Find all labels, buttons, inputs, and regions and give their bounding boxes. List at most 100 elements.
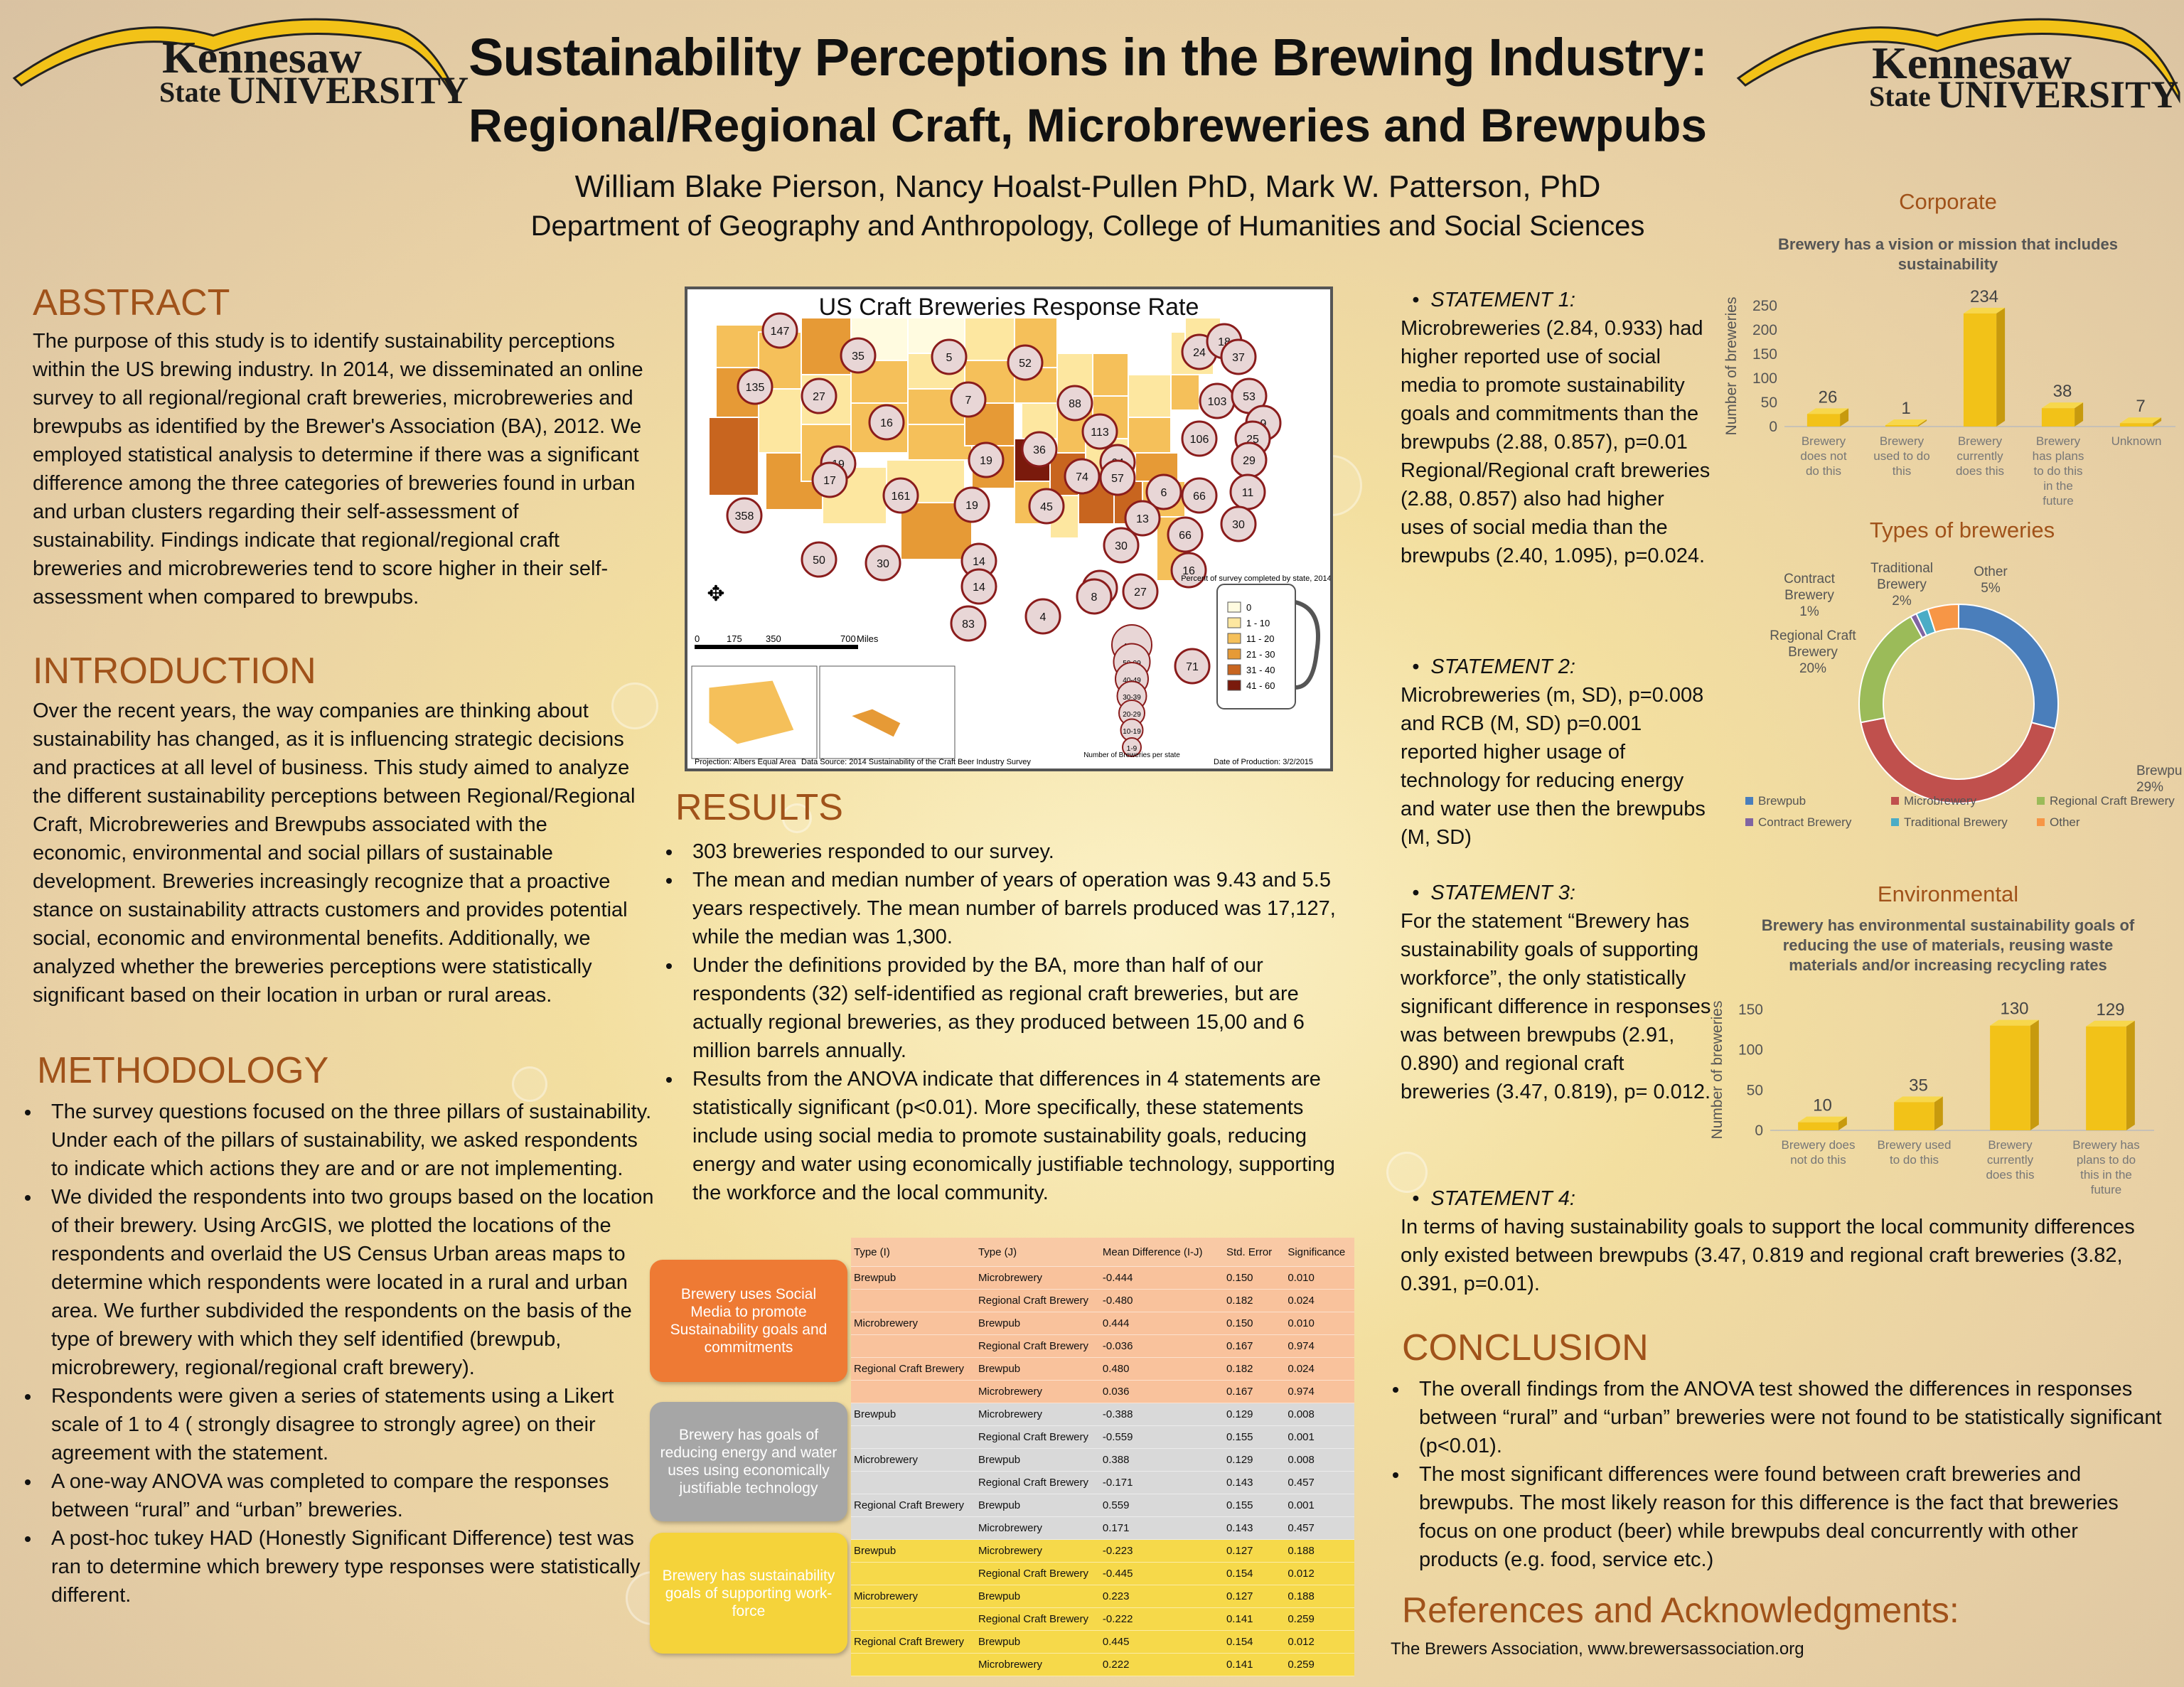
table-cell-i: Microbrewery (851, 1585, 975, 1608)
table-cell-j: Regional Craft Brewery (975, 1562, 1100, 1585)
table-row: Regional Craft Brewery -0.222 0.141 0.259 (851, 1607, 1354, 1631)
table-cell-i: Regional Craft Brewery (851, 1357, 975, 1381)
bar-value-label: 1 (1901, 399, 1910, 418)
statement-1: • STATEMENT 1: Microbreweries (2.84, 0.9… (1401, 286, 1713, 570)
table-cell-sig: 0.259 (1285, 1653, 1354, 1676)
count-label: 83 (962, 618, 975, 631)
legend-swatch (1227, 617, 1241, 628)
results-bullet: Under the definitions provided by the BA… (682, 951, 1365, 1065)
bar-value-label: 129 (2096, 1000, 2124, 1019)
legend-swatch (1227, 680, 1241, 691)
bar-side (1996, 307, 2006, 427)
table-cell-j: Regional Craft Brewery (975, 1425, 1100, 1449)
legend-swatch (1745, 818, 1753, 826)
count-label: 27 (813, 391, 825, 403)
table-cell-md: -0.388 (1099, 1403, 1224, 1426)
count-label: 88 (1069, 398, 1081, 410)
methodology-bullet: Respondents were given a series of state… (41, 1382, 660, 1467)
anova-group-label-energy-water: Brewery has goals of reducing energy and… (650, 1402, 847, 1521)
ksu-logo-right: Kennesaw State UNIVERSITY (1724, 0, 2180, 121)
table-cell-i (851, 1607, 975, 1631)
results-bullet: 303 breweries responded to our survey. (682, 837, 1365, 866)
table-cell-sig: 0.001 (1285, 1494, 1354, 1517)
bar-value-label: 7 (2136, 397, 2145, 416)
legend-label: Regional Craft Brewery (2050, 794, 2175, 808)
bar-top (2086, 1020, 2135, 1027)
table-cell-md: 0.223 (1099, 1585, 1224, 1608)
table-cell-sig: 0.457 (1285, 1471, 1354, 1494)
table-cell-sig: 0.010 (1285, 1266, 1354, 1290)
table-cell-sig: 0.457 (1285, 1516, 1354, 1540)
count-label: 11 (1242, 487, 1254, 499)
conclusion-bullet: The most significant differences were fo… (1409, 1460, 2163, 1574)
x-tick-label: Brewery has plans to do this in the future (2072, 1138, 2139, 1196)
legend-swatch (1891, 818, 1899, 826)
introduction-text: Over the recent years, the way companies… (33, 700, 636, 1007)
bar-value-label: 38 (2053, 382, 2072, 401)
bar (1798, 1122, 1838, 1130)
count-circle (1174, 648, 1211, 685)
table-cell-md: -0.444 (1099, 1266, 1224, 1290)
count-label: 8 (1091, 591, 1098, 604)
bar-value-label: 26 (1819, 387, 1838, 407)
table-cell-j: Brewpub (975, 1585, 1100, 1608)
legend-class-label: 0 (1246, 602, 1251, 613)
table-cell-se: 0.182 (1223, 1289, 1285, 1312)
table-cell-se: 0.154 (1223, 1562, 1285, 1585)
count-label: 135 (746, 382, 765, 394)
table-cell-se: 0.150 (1223, 1266, 1285, 1290)
table-cell-i: Brewpub (851, 1266, 975, 1290)
table-cell-sig: 0.024 (1285, 1289, 1354, 1312)
table-cell-md: -0.445 (1099, 1562, 1224, 1585)
scale-label: Miles (857, 633, 879, 644)
statement-3: • STATEMENT 3: For the statement “Brewer… (1401, 879, 1713, 1106)
state-polygon (708, 417, 759, 496)
mug-handle (1295, 600, 1320, 690)
table-cell-j: Brewpub (975, 1630, 1100, 1654)
methodology-bullet: We divided the respondents into two grou… (41, 1183, 660, 1382)
methodology-bullet: A one-way ANOVA was completed to compare… (41, 1467, 660, 1524)
count-circle (1028, 488, 1065, 525)
statement-heading: • STATEMENT 1: (1401, 289, 1575, 311)
legend-class-label: 31 - 40 (1246, 665, 1275, 675)
table-cell-i: Microbrewery (851, 1312, 975, 1335)
bar (2119, 423, 2153, 427)
pie-slice-label: Traditional Brewery 2% (1870, 561, 1933, 609)
count-circle (950, 381, 987, 418)
table-cell-i (851, 1380, 975, 1403)
pie-slice (1958, 603, 2059, 730)
hawaii-inset (819, 665, 956, 759)
pie-slice (1858, 615, 1924, 724)
statement-3-heading: STATEMENT 3: (1430, 882, 1575, 904)
statement-4-text: In terms of having sustainability goals … (1401, 1216, 2135, 1295)
poster-title-line1: Sustainability Perceptions in the Brewin… (469, 28, 1708, 87)
x-tick-label: Brewery currently does this (1986, 1138, 2034, 1182)
count-circle (1064, 458, 1101, 495)
count-label: 16 (1182, 565, 1195, 577)
bar-top (1990, 1019, 2039, 1026)
scale-label: 175 (727, 633, 742, 644)
state-polygon (1128, 374, 1172, 418)
size-legend-caption: Number of Breweries per state (1083, 751, 1180, 759)
anova-table: Type (I) Type (J) Mean Difference (I-J) … (851, 1238, 1354, 1676)
table-cell-i: Regional Craft Brewery (851, 1494, 975, 1517)
x-tick-label: Brewery used to do this (1873, 434, 1929, 478)
table-row: Microbrewery Brewpub 0.444 0.150 0.010 (851, 1312, 1354, 1335)
table-row: Brewpub Microbrewery -0.223 0.127 0.188 (851, 1539, 1354, 1563)
count-circle (1145, 473, 1182, 510)
table-cell-se: 0.143 (1223, 1516, 1285, 1540)
table-cell-sig: 0.008 (1285, 1403, 1354, 1426)
legend-swatch (1227, 601, 1241, 613)
legend-label: Other (2050, 815, 2080, 829)
count-label: 27 (1134, 587, 1147, 599)
x-tick-label: Brewery has plans to do this in the future (2033, 434, 2084, 505)
references-heading: References and Acknowledgments: (1402, 1590, 1959, 1630)
bubble-decoration (512, 1066, 547, 1102)
table-cell-sig: 0.974 (1285, 1334, 1354, 1358)
legend-swatch (2037, 818, 2045, 826)
legend-label: Microbrewery (1904, 794, 1977, 808)
logo-university-text: UNIVERSITY (228, 69, 469, 112)
bar-value-label: 35 (1909, 1076, 1928, 1095)
references-text: The Brewers Association, www.brewersasso… (1391, 1639, 1804, 1659)
logo-state-text: State (159, 76, 221, 108)
